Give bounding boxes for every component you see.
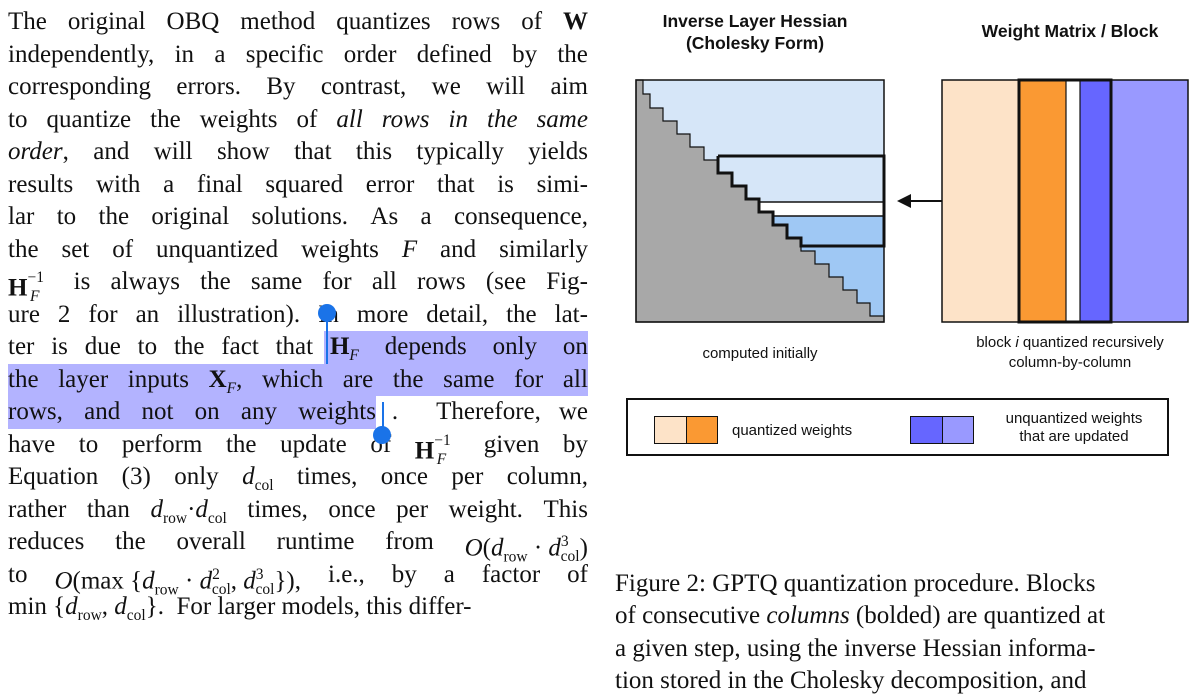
text-line-3: corresponding errors. By contrast, we will aim — [8, 73, 588, 100]
double-arrow-icon — [897, 194, 1005, 208]
legend-unquantized-swatch — [910, 416, 974, 444]
hessian-matrix — [635, 79, 886, 323]
figure-legend: quantized weights unquantized weights th… — [626, 398, 1169, 456]
text-line-2: independently, in a specific order defined by t… — [8, 40, 588, 68]
text-line-4: to quantize the weights of all rows in the same — [8, 105, 588, 133]
selection-start-handle[interactable] — [318, 304, 336, 322]
weight-caption: block i quantized recursively column-by-… — [976, 334, 1164, 371]
text-line-15: Equation (3) only dcol times, once per column, — [8, 463, 588, 494]
text-line-17: reduces the overall runtime from O(drow · d3c… — [8, 528, 588, 566]
caption-line-1: Figure 2: GPTQ quantization procedure. B… — [615, 570, 1096, 597]
text-line-7: lar to the original solutions. As a consequence… — [8, 203, 588, 230]
legend-quantized-swatch — [654, 416, 718, 444]
selection-end-caret — [382, 402, 384, 438]
hessian-title: Inverse Layer Hessian (Cholesky Form) — [662, 11, 848, 53]
text-line-16: rather than drow·dcol times, once per weight. T… — [8, 495, 588, 527]
selection-start-caret — [326, 318, 328, 364]
figure-caption-rest: of consecutive columns (bolded) are quan… — [615, 600, 1195, 698]
legend-unquantized-label: unquantized weights that are updated — [1005, 410, 1143, 445]
weight-matrix-title: Weight Matrix / Block — [981, 21, 1159, 41]
caption-line-4: tion stored in the Cholesky decompositio… — [615, 667, 1087, 694]
text-line-6: results with a final squared error that is simi- — [8, 170, 588, 198]
text-line-18: to O(max {drow · d2col, d3col}), i.e., by a f… — [8, 560, 588, 598]
weight-matrix — [941, 78, 1189, 324]
text-line-5: order, and will show that this typically yields — [8, 138, 588, 165]
caption-line-2: of consecutive columns (bolded) are quan… — [615, 602, 1106, 629]
text-line-11: ter is due to the fact that HF depends only on — [8, 331, 588, 364]
text-line-13: rows, and not on any weights. Therefore, we — [8, 396, 588, 429]
text-line-12: the layer inputs XF, which are the same for all — [8, 363, 588, 397]
text-line-10: ure2foranillustration).Inmoredetail,thel… — [8, 300, 588, 328]
text-line-19: min {drow, dcol}. For larger models, thi… — [8, 593, 472, 624]
caption-line-3: a given step, using the inverse Hessian … — [615, 634, 1096, 662]
text-line-14: have to perform the update of H−1F given by — [8, 430, 588, 468]
selection-end-handle[interactable] — [373, 426, 391, 444]
legend-quantized-label: quantized weights — [732, 422, 853, 439]
body-text-column: The original OBQ method quantizes rows of W ind… — [8, 6, 588, 624]
hessian-caption: computed initially — [702, 345, 818, 362]
text-line-1: The original OBQ method quantizes rows of W — [8, 8, 588, 35]
figure-caption: Figure 2: GPTQ quantization procedure. B… — [615, 568, 1195, 601]
text-line-9: H−1F is always the same for all rows (see Fig- — [8, 268, 588, 306]
